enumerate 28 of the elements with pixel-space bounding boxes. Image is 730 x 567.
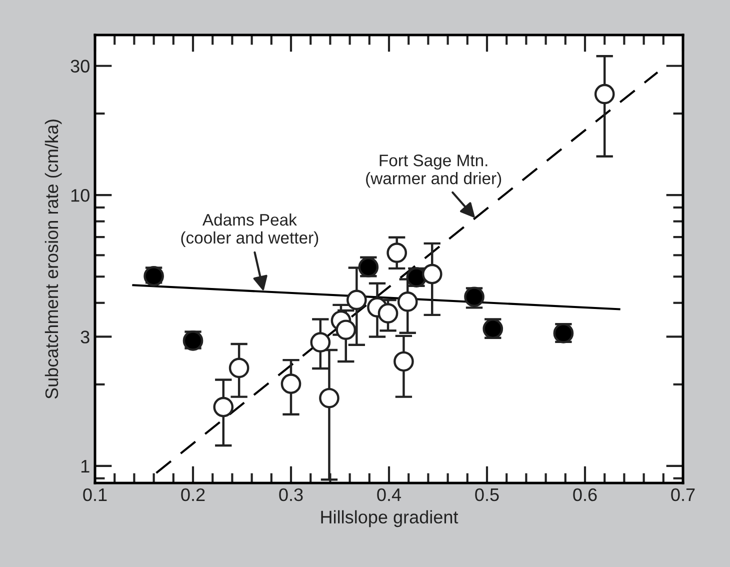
point — [422, 264, 442, 284]
x-tick-label: 0.3 — [279, 488, 303, 502]
y-axis-title: Subcatchment erosion rate (cm/ka) — [44, 120, 62, 399]
y-tick-label: 1 — [81, 460, 90, 472]
point — [594, 84, 615, 104]
annotation: Fort Sage Mtn. (warmer and drier) — [366, 154, 502, 188]
point — [213, 396, 234, 418]
point — [378, 303, 398, 324]
point — [228, 358, 250, 378]
point — [310, 332, 331, 352]
point — [386, 242, 408, 264]
x-tick-label: 0.7 — [671, 488, 695, 502]
x-tick-label: 0.5 — [475, 488, 499, 502]
y-tick-label: 10 — [71, 189, 90, 202]
point — [394, 351, 414, 372]
y-tick-label: 30 — [70, 60, 90, 73]
point — [280, 374, 302, 394]
x-tick-label: 0.4 — [377, 488, 402, 502]
point — [336, 320, 356, 340]
x-axis-title: Hillslope gradient — [321, 510, 458, 528]
x-tick-label: 0.6 — [573, 488, 597, 502]
point — [319, 388, 340, 408]
annotation: Adams Peak (cooler and wetter) — [181, 213, 318, 247]
y-tick-label: 3 — [80, 330, 90, 344]
point — [397, 292, 418, 312]
x-tick-label: 0.1 — [83, 488, 107, 502]
point — [346, 290, 367, 310]
x-tick-label: 0.2 — [181, 488, 205, 502]
